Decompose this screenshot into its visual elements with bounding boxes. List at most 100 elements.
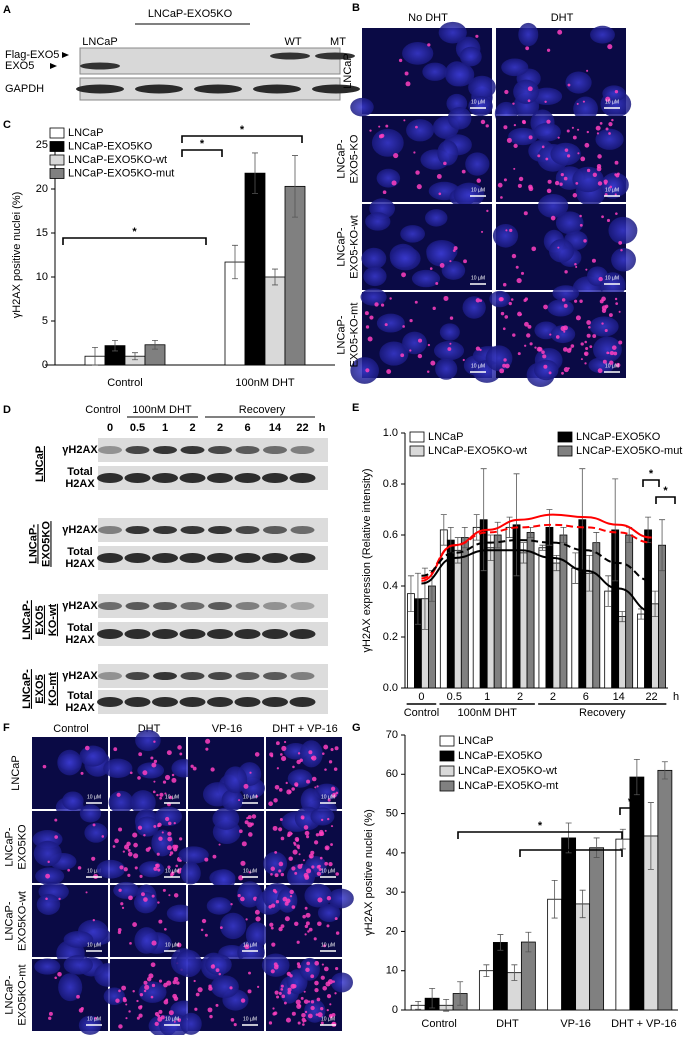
error-bar (593, 837, 600, 858)
annotation: * (663, 485, 668, 497)
focus (563, 367, 569, 373)
focus (310, 850, 315, 855)
arrow (50, 63, 57, 69)
row-label: KO-wt (47, 603, 59, 636)
focus (586, 168, 591, 173)
nucleus (599, 272, 626, 299)
band (125, 672, 150, 680)
focus (319, 856, 323, 860)
x-tick-label: 1 (484, 691, 490, 703)
error-bar (461, 526, 468, 549)
nucleus (555, 211, 584, 235)
bar (644, 529, 652, 689)
focus (118, 827, 123, 832)
legend-swatch (49, 141, 65, 152)
nucleus (533, 122, 561, 142)
focus (324, 829, 327, 832)
focus (280, 872, 285, 877)
group-label: Recovery (239, 404, 286, 416)
focus (138, 1013, 143, 1018)
band (262, 473, 288, 483)
focus (575, 315, 581, 321)
row-label: LNCaP- (27, 524, 39, 564)
focus (576, 102, 579, 105)
nucleus (63, 930, 94, 948)
legend-swatch (557, 431, 573, 443)
focus (296, 962, 301, 966)
focus (513, 124, 517, 127)
focus (547, 179, 552, 184)
focus (304, 830, 310, 836)
focus (154, 1021, 159, 1027)
focus (512, 102, 515, 105)
focus (326, 1008, 329, 1012)
focus (113, 747, 118, 752)
focus (571, 126, 574, 129)
focus (67, 868, 71, 872)
focus (195, 992, 200, 997)
focus (273, 798, 278, 803)
focus (270, 866, 276, 872)
focus (310, 1000, 315, 1004)
row-label: EXO5-KO (348, 134, 360, 183)
focus (143, 980, 148, 985)
nucleus (447, 106, 472, 130)
focus (520, 271, 525, 275)
focus (318, 864, 321, 868)
focus (132, 990, 135, 993)
focus (272, 888, 277, 893)
focus (270, 926, 274, 930)
panel-letter: F (3, 722, 10, 734)
focus (584, 142, 590, 148)
focus (143, 989, 147, 993)
scale-bar-label: 10 µM (471, 275, 485, 281)
focus (294, 782, 299, 787)
focus (173, 822, 176, 825)
focus (176, 868, 182, 874)
focus (323, 744, 329, 750)
focus (246, 816, 249, 820)
focus (240, 998, 246, 1003)
panel-letter: C (3, 119, 11, 131)
error-bar (579, 889, 586, 919)
focus (204, 857, 209, 862)
focus (271, 903, 276, 908)
focus (475, 346, 481, 351)
band (263, 672, 287, 680)
band (270, 52, 310, 60)
error-bar (525, 931, 532, 953)
focus (415, 170, 420, 175)
focus (574, 299, 578, 303)
nucleus (287, 769, 313, 788)
band (98, 602, 122, 610)
focus (486, 209, 489, 213)
focus (165, 816, 170, 822)
x-tick-label: 0.5 (447, 691, 462, 703)
error-bar (414, 572, 421, 625)
nucleus (537, 194, 569, 218)
band (97, 473, 123, 483)
focus (254, 752, 260, 757)
focus (150, 962, 156, 968)
focus (554, 180, 560, 186)
focus (402, 325, 405, 328)
focus (289, 895, 293, 898)
focus (170, 871, 175, 876)
focus (289, 889, 294, 895)
focus (588, 326, 591, 329)
focus (127, 848, 131, 852)
focus (167, 865, 171, 869)
focus (215, 968, 220, 973)
focus (85, 891, 88, 894)
focus (549, 333, 552, 336)
band (124, 473, 151, 483)
focus (129, 942, 132, 945)
focus (585, 268, 588, 271)
focus (499, 297, 504, 302)
nucleus (36, 894, 61, 915)
y-tick-label: 5 (42, 315, 48, 327)
legend-label: LNCaP-EXO5KO-mt (458, 780, 558, 792)
bar (559, 534, 568, 689)
focus (140, 892, 145, 897)
focus (430, 360, 436, 366)
